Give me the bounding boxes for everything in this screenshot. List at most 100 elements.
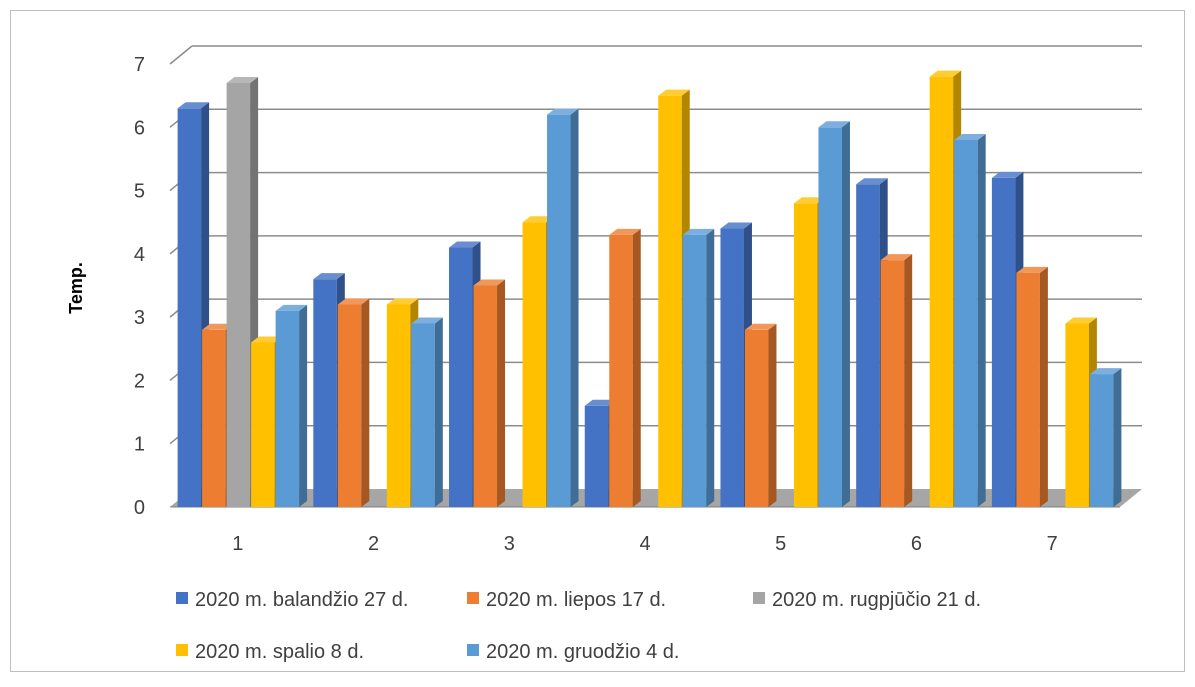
bar-top <box>226 76 259 83</box>
bar-top <box>991 171 1024 178</box>
bar-front <box>275 310 300 507</box>
bar-side <box>977 133 986 507</box>
bar-front <box>251 342 275 507</box>
bar-top <box>793 197 826 204</box>
x-tick-label: 2 <box>368 533 379 555</box>
bar <box>682 228 715 507</box>
bar-front <box>313 279 337 507</box>
y-axis-label: Temp. <box>66 262 86 314</box>
bar-top <box>202 323 234 330</box>
bar-top <box>337 298 370 305</box>
bar-side <box>570 108 579 507</box>
bar-front <box>449 247 473 507</box>
bar-front <box>1016 272 1040 507</box>
y-axis-ticks: 0 1 2 3 4 5 6 7 <box>134 54 145 519</box>
bar-front <box>793 203 818 507</box>
bar-top <box>720 222 752 229</box>
bar-front <box>818 127 842 508</box>
legend-swatch <box>176 644 188 656</box>
bar-front <box>584 405 609 507</box>
y-tick-label: 1 <box>134 434 145 456</box>
bar-side <box>841 121 850 508</box>
legend-label: 2020 m. rugpjūčio 21 d. <box>772 589 981 611</box>
legend-label: 2020 m. spalio 8 d. <box>195 641 364 663</box>
bar-side <box>1039 266 1048 507</box>
legend-label: 2020 m. gruodžio 4 d. <box>486 641 679 663</box>
legend-swatch <box>467 644 479 656</box>
y-tick-label: 6 <box>134 117 145 139</box>
bar-top <box>522 216 555 223</box>
bar <box>337 298 370 507</box>
gridline-diag <box>169 45 193 65</box>
bar-front <box>720 228 744 508</box>
bar-top <box>584 399 617 406</box>
x-tick-label: 4 <box>639 533 650 555</box>
bar-side <box>497 279 506 507</box>
bar-front <box>473 285 498 507</box>
bar-front <box>386 304 411 507</box>
y-tick-label: 7 <box>134 54 145 76</box>
bar-side <box>706 228 715 507</box>
bar-top <box>744 323 777 330</box>
bar <box>954 133 986 507</box>
bar <box>547 108 579 507</box>
bar-side <box>299 304 308 507</box>
x-tick-label: 5 <box>775 533 786 555</box>
bar-top <box>251 336 283 343</box>
bar-front <box>856 184 880 507</box>
bar-front <box>522 222 547 507</box>
bar-top <box>929 70 962 77</box>
bar-side <box>904 254 913 507</box>
bar-top <box>856 178 888 185</box>
bar-front <box>991 177 1016 507</box>
bar-top <box>547 108 579 115</box>
bar-top <box>386 298 419 305</box>
bar <box>1089 368 1122 507</box>
bar-front <box>744 329 769 507</box>
bar-front <box>682 234 707 507</box>
y-tick-label: 3 <box>134 307 145 329</box>
bar-front <box>1089 374 1114 507</box>
legend-label: 2020 m. balandžio 27 d. <box>195 589 409 611</box>
x-axis-ticks: 1 2 3 4 5 6 7 <box>232 533 1057 555</box>
bar-top <box>609 228 641 235</box>
legend-swatch <box>176 592 188 604</box>
x-tick-label: 6 <box>911 533 922 555</box>
bar <box>744 323 777 507</box>
bar-side <box>434 317 443 507</box>
bars <box>177 70 1122 508</box>
bar-top <box>177 102 210 109</box>
bar-top <box>818 121 850 128</box>
bar-side <box>361 298 370 507</box>
bar-front <box>1065 323 1089 507</box>
bar-top <box>275 304 308 311</box>
bar <box>411 317 443 507</box>
bar-front <box>929 76 954 508</box>
bar-top <box>658 89 690 96</box>
bar-front <box>880 260 905 507</box>
bar-front <box>658 95 682 508</box>
bar <box>880 254 913 507</box>
bar-side <box>632 228 641 507</box>
bar-front <box>177 108 202 508</box>
bar-side <box>768 323 777 507</box>
bar <box>1016 266 1048 507</box>
bar-front <box>411 323 435 507</box>
legend: 2020 m. balandžio 27 d. 2020 m. liepos 17… <box>176 589 981 663</box>
bar <box>275 304 308 507</box>
x-tick-label: 3 <box>504 533 515 555</box>
bar-front <box>954 139 978 507</box>
bar-top <box>880 254 913 261</box>
bar-side <box>1113 368 1122 507</box>
x-tick-label: 1 <box>232 533 243 555</box>
y-tick-label: 4 <box>134 244 145 266</box>
y-tick-label: 0 <box>134 497 145 519</box>
bar-front <box>226 82 251 507</box>
bar-top <box>954 133 986 140</box>
legend-swatch <box>467 592 479 604</box>
bar-top <box>313 273 345 280</box>
bar-top <box>682 228 715 235</box>
y-tick-label: 5 <box>134 181 145 203</box>
bar-front <box>609 234 633 507</box>
bar <box>609 228 641 507</box>
